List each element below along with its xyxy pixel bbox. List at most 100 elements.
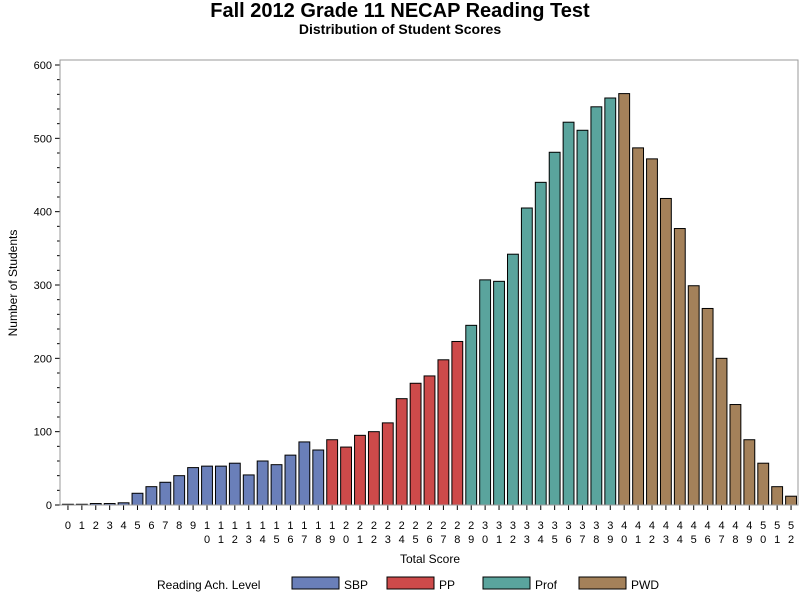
bar-43 — [659, 197, 672, 506]
bar-42 — [646, 158, 658, 506]
legend-item-pwd: PWD — [578, 576, 659, 592]
y-tick-label: 100 — [34, 427, 52, 439]
bar-47 — [715, 357, 728, 506]
legend-item-prof: Prof — [482, 576, 558, 592]
legend-label: PWD — [631, 578, 659, 592]
bar-39 — [604, 97, 617, 506]
x-tick-label: 5 — [134, 520, 140, 532]
y-tick-label: 200 — [34, 353, 52, 365]
legend-title: Reading Ach. Level — [157, 578, 260, 592]
bar-17 — [298, 441, 311, 506]
plot-frame — [59, 59, 799, 506]
legend-swatch — [578, 576, 627, 590]
y-tick-label: 300 — [34, 280, 52, 292]
legend-item-pp: PP — [386, 576, 455, 592]
bar-25 — [409, 382, 422, 506]
y-axis-label: Number of Students — [6, 230, 20, 337]
bar-28 — [451, 340, 464, 506]
legend-swatch — [386, 576, 435, 590]
bar-40 — [618, 93, 631, 506]
bar-18 — [312, 449, 325, 506]
bar-11 — [214, 465, 227, 506]
x-axis-label: Total Score — [400, 552, 460, 566]
bar-26 — [423, 375, 436, 506]
bar-45 — [687, 285, 700, 506]
bar-6 — [145, 486, 158, 506]
legend-label: PP — [439, 578, 455, 592]
legend-label: Prof — [535, 578, 558, 592]
x-tick-label: 2 — [93, 520, 99, 532]
bar-37 — [576, 129, 589, 506]
bar-16 — [284, 454, 297, 506]
bar-15 — [270, 464, 283, 506]
bar-46 — [701, 307, 714, 506]
bar-9 — [187, 467, 200, 506]
bar-50 — [757, 462, 770, 506]
bar-35 — [548, 151, 561, 506]
x-axis: 0 1 2 3 4 5 6 7 8 9 1 01 11 21 31 41 51 61 71 81 92 02 12 22 32 4… — [65, 505, 794, 546]
x-tick-label: 6 — [148, 520, 154, 532]
x-tick-label: 1 — [79, 520, 85, 532]
bar-13 — [242, 474, 255, 506]
bar-38 — [590, 106, 603, 506]
bar-52 — [785, 495, 797, 506]
legend-label: SBP — [344, 578, 368, 592]
legend-item-sbp: SBP — [291, 576, 368, 592]
bar-7 — [159, 481, 172, 506]
bar-14 — [256, 460, 269, 506]
legend-swatch — [482, 576, 531, 590]
y-tick-label: 400 — [34, 207, 52, 219]
x-tick-label: 7 — [162, 520, 168, 532]
bar-20 — [340, 446, 352, 506]
bar-44 — [673, 228, 686, 506]
bar-36 — [562, 121, 575, 506]
bar-21 — [354, 434, 366, 506]
x-tick-label: 9 — [190, 520, 196, 532]
bar-10 — [201, 465, 213, 506]
bar-5 — [131, 492, 144, 506]
bar-23 — [381, 422, 394, 506]
bar-41 — [632, 147, 645, 506]
x-tick-label: 4 — [121, 520, 127, 532]
chart-title: Fall 2012 Grade 11 NECAP Reading Test — [210, 0, 590, 22]
bar-24 — [395, 398, 408, 506]
bar-32 — [507, 253, 519, 506]
bar-49 — [743, 439, 756, 506]
y-axis: 0 100 200 300 400 500 600 — [34, 60, 60, 512]
bar-8 — [173, 475, 186, 506]
